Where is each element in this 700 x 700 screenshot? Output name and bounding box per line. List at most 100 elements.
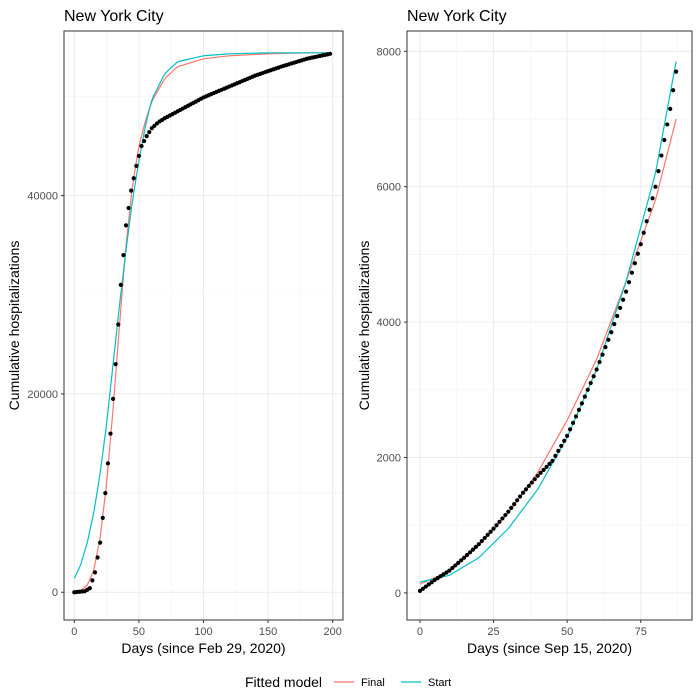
- right-x-tick-label: 0: [417, 626, 423, 638]
- left-observed-point: [100, 515, 105, 520]
- right-observed-point: [529, 480, 534, 485]
- right-observed-point: [491, 526, 496, 531]
- right-plot-title: New York City: [407, 8, 507, 25]
- right-observed-point: [482, 535, 487, 541]
- right-plot-border: [406, 30, 693, 621]
- right-plot-observed-points: [417, 69, 679, 593]
- left-plot-axis-ticks: 0 50 100 150 200 0 20000 40000: [27, 191, 341, 638]
- right-observed-point: [638, 242, 643, 247]
- right-y-tick-label: 8000: [377, 46, 401, 58]
- right-observed-point: [600, 352, 605, 357]
- right-observed-point: [618, 305, 623, 310]
- right-observed-point: [538, 470, 543, 475]
- right-observed-point: [674, 69, 679, 74]
- right-observed-point: [417, 588, 423, 593]
- right-observed-point: [582, 394, 587, 399]
- right-observed-point: [473, 544, 478, 549]
- right-observed-point: [594, 367, 599, 372]
- right-observed-point: [659, 153, 664, 158]
- right-observed-point: [623, 289, 629, 294]
- left-plot-gridlines: [64, 31, 343, 620]
- right-y-tick-label: 0: [395, 588, 401, 600]
- right-observed-point: [576, 407, 582, 412]
- left-x-tick-label: 100: [194, 626, 212, 638]
- right-observed-point: [503, 512, 508, 518]
- legend-label-final: Final: [361, 677, 385, 689]
- right-observed-point: [497, 519, 502, 524]
- right-observed-point: [588, 380, 593, 386]
- right-observed-point: [488, 529, 493, 534]
- right-fitted-line-start: [419, 61, 677, 583]
- right-observed-point: [506, 509, 511, 514]
- right-observed-point: [565, 433, 570, 438]
- right-observed-point: [515, 498, 520, 503]
- right-observed-point: [641, 230, 646, 235]
- right-observed-point: [606, 337, 611, 342]
- left-plot-title: New York City: [64, 8, 164, 25]
- right-observed-point: [644, 219, 649, 224]
- right-observed-point: [429, 580, 434, 585]
- left-observed-point: [123, 223, 129, 228]
- right-observed-point: [500, 516, 505, 521]
- right-observed-point: [671, 88, 676, 93]
- right-y-tick-label: 2000: [377, 453, 401, 465]
- right-observed-point: [523, 487, 529, 492]
- right-plot-y-label: Cumulative hospitalizations: [356, 241, 372, 411]
- right-observed-point: [541, 467, 546, 472]
- right-observed-point: [665, 122, 670, 127]
- right-x-tick-label: 50: [561, 626, 573, 638]
- right-observed-point: [647, 207, 652, 212]
- right-observed-point: [494, 523, 499, 528]
- left-observed-point: [116, 322, 121, 327]
- right-observed-point: [453, 563, 458, 568]
- left-observed-point: [144, 134, 149, 139]
- right-plot-x-label: Days (since Sep 15, 2020): [467, 640, 632, 656]
- right-observed-point: [650, 196, 655, 201]
- right-observed-point: [597, 359, 602, 365]
- left-observed-point: [147, 130, 152, 135]
- right-observed-point: [535, 473, 540, 478]
- left-observed-point: [105, 461, 111, 466]
- left-x-tick-label: 50: [133, 626, 145, 638]
- right-observed-point: [621, 297, 626, 302]
- right-observed-point: [520, 490, 526, 495]
- right-observed-point: [447, 568, 452, 573]
- left-observed-point: [134, 163, 139, 168]
- right-x-tick-label: 75: [635, 626, 647, 638]
- right-observed-point: [547, 461, 552, 466]
- right-observed-point: [553, 453, 558, 458]
- right-observed-point: [462, 555, 467, 560]
- left-plot-observed-points: [72, 51, 333, 595]
- right-observed-point: [485, 532, 490, 537]
- right-observed-point: [544, 464, 549, 469]
- left-observed-point: [90, 578, 95, 583]
- left-plot-x-label: Days (since Feb 29, 2020): [121, 640, 285, 656]
- left-x-tick-label: 150: [259, 626, 277, 638]
- right-observed-point: [629, 270, 635, 275]
- right-observed-point: [526, 483, 531, 489]
- right-observed-point: [459, 558, 464, 563]
- right-observed-point: [550, 458, 555, 463]
- left-x-tick-label: 0: [71, 626, 77, 638]
- right-observed-point: [426, 582, 431, 587]
- left-y-tick-label: 40000: [27, 191, 58, 203]
- left-observed-point: [98, 540, 103, 545]
- left-observed-point: [113, 362, 118, 367]
- right-y-tick-label: 6000: [377, 182, 401, 194]
- right-observed-point: [668, 106, 673, 111]
- right-observed-point: [509, 505, 514, 510]
- left-observed-point: [139, 143, 144, 149]
- right-observed-point: [603, 345, 608, 350]
- right-observed-point: [585, 387, 590, 392]
- right-observed-point: [591, 374, 596, 379]
- right-observed-point: [517, 494, 523, 499]
- left-observed-point: [131, 176, 136, 181]
- left-plot: New York City 0 50 100 150 200 0 20000 40000 Da…: [6, 8, 344, 656]
- right-observed-point: [420, 586, 425, 591]
- right-observed-point: [626, 280, 632, 285]
- left-observed-point: [87, 586, 92, 591]
- legend: Fitted model Final Start: [245, 674, 451, 690]
- right-observed-point: [479, 538, 484, 544]
- right-observed-point: [512, 502, 517, 507]
- left-observed-point: [129, 188, 134, 193]
